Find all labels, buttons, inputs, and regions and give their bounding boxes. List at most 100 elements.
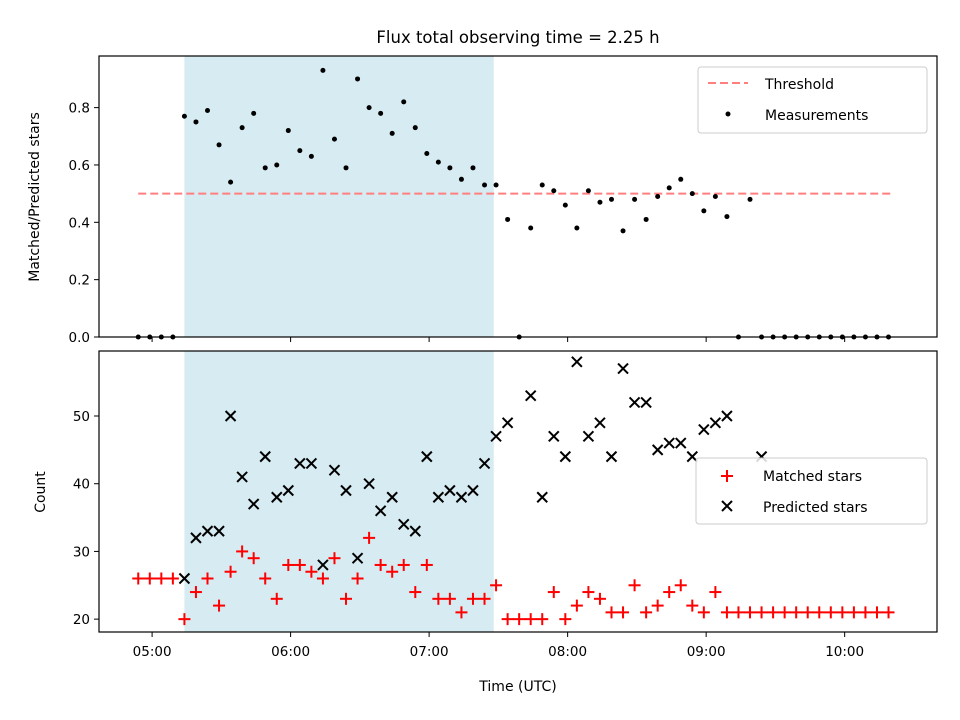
matched-star-point: [744, 606, 757, 619]
bottom-panel-legend: Matched stars Predicted stars: [695, 457, 928, 525]
predicted-star-point: [478, 457, 491, 470]
matched-star-point: [755, 606, 768, 619]
matched-star-point: [143, 572, 156, 585]
bottom-panel-shaded-interval: [184, 351, 494, 632]
matched-star-point: [593, 592, 606, 605]
bottom-panel-y-axis: 20 30 40 50: [73, 409, 99, 628]
predicted-star-point: [409, 525, 421, 537]
predicted-star-point: [340, 484, 352, 497]
matched-star-point: [882, 606, 895, 619]
measurement-point: [458, 176, 464, 182]
predicted-star-point: [675, 437, 687, 449]
matched-star-point: [351, 572, 364, 585]
matched-star-point: [767, 606, 780, 619]
predicted-star-point: [178, 572, 191, 585]
matched-star-point: [847, 606, 860, 619]
predicted-star-point: [663, 437, 675, 449]
predicted-star-point: [271, 491, 283, 503]
matched-star-point: [189, 586, 202, 599]
predicted-star-point: [721, 410, 733, 422]
measurement-point: [562, 202, 568, 208]
predicted-star-point: [363, 478, 375, 490]
measurement-point: [343, 165, 349, 171]
predicted-star-point: [282, 484, 295, 497]
matched-star-point: [340, 592, 353, 605]
y-tick-label: 0.6: [69, 158, 90, 174]
predicted-star-point: [386, 491, 398, 503]
measurement-point: [285, 128, 291, 134]
measurement-point: [597, 199, 603, 205]
predicted-star-point: [236, 471, 248, 483]
matched-star-point: [259, 572, 272, 585]
top-panel-y-axis-label: Matched/Predicted stars: [27, 112, 43, 282]
measurement-point: [239, 125, 245, 131]
measurement-point: [205, 107, 211, 113]
measurement-point: [620, 228, 626, 234]
measurement-point: [424, 150, 430, 156]
bottom-legend-frame: [695, 457, 928, 525]
predicted-star-point: [559, 450, 572, 463]
matched-star-point: [720, 606, 733, 619]
matched-star-point: [455, 606, 468, 619]
predicted-star-point: [582, 430, 595, 443]
matched-star-point: [605, 606, 618, 619]
predicted-star-point: [709, 417, 722, 429]
x-tick-label: 10:00: [825, 644, 864, 660]
predicted-star-point: [247, 498, 260, 510]
y-tick-label: 30: [73, 544, 90, 560]
bottom-panel-frame: [98, 350, 938, 633]
matched-star-point: [363, 531, 376, 544]
measurement-point: [574, 225, 580, 231]
predicted-star-point: [455, 491, 468, 503]
top-panel-y-axis: 0.0 0.2 0.4 0.6 0.8: [69, 101, 99, 346]
matched-star-point: [801, 606, 814, 619]
matched-star-point: [282, 558, 295, 571]
measurement-point: [401, 99, 407, 105]
predicted-star-point: [490, 430, 502, 443]
measurement-point: [297, 148, 303, 154]
measurement-point: [181, 113, 187, 119]
matched-star-point: [501, 613, 514, 626]
matched-star-point: [478, 592, 491, 605]
legend-predicted-swatch: [721, 500, 733, 512]
matched-star-point: [663, 586, 676, 599]
predicted-star-point: [698, 423, 710, 436]
matched-star-point: [166, 572, 179, 585]
measurement-point: [320, 67, 326, 73]
legend-measurements-swatch: [725, 111, 731, 117]
measurement-point: [551, 188, 557, 194]
matched-star-point: [813, 606, 826, 619]
matched-star-point: [443, 592, 456, 605]
measurement-point: [447, 165, 453, 171]
matched-star-point: [155, 572, 168, 585]
matched-star-point: [709, 586, 722, 599]
measurement-point: [251, 110, 257, 116]
y-tick-label: 50: [73, 409, 90, 425]
matched-star-point: [201, 572, 214, 585]
matched-star-point: [559, 613, 572, 626]
matched-star-point: [697, 606, 710, 619]
matched-star-point: [432, 592, 445, 605]
measurement-point: [528, 225, 534, 231]
measurement-point: [193, 119, 199, 125]
predicted-star-point: [421, 450, 433, 463]
predicted-star-point: [628, 396, 641, 409]
legend-measurements-label: Measurements: [765, 108, 868, 124]
legend-matched-swatch: [721, 470, 733, 482]
x-axis: 05:00 06:00 07:00 08:00 09:00 10:00: [133, 632, 864, 660]
y-tick-label: 0.4: [69, 215, 90, 231]
predicted-star-point: [432, 491, 445, 503]
measurement-point: [539, 182, 545, 188]
matched-star-point: [686, 599, 699, 612]
matched-star-point: [236, 545, 249, 558]
predicted-star-point: [190, 532, 202, 544]
measurement-point: [435, 159, 441, 165]
predicted-star-point: [571, 356, 583, 368]
measurement-point: [701, 208, 707, 214]
predicted-star-point: [501, 417, 514, 429]
matched-star-point: [316, 572, 329, 585]
y-tick-label: 0.2: [69, 273, 90, 289]
matched-star-point: [490, 579, 503, 592]
measurement-point: [712, 194, 718, 199]
